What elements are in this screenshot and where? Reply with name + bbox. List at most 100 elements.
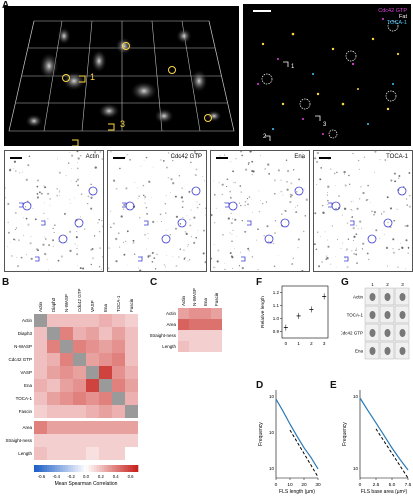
legend-fat: Fat bbox=[399, 14, 407, 20]
panel-g-cell-blob bbox=[369, 329, 376, 337]
plot-e-fit-line bbox=[375, 428, 409, 479]
colorbar-segment bbox=[36, 465, 40, 472]
heat-c-cell bbox=[200, 330, 211, 341]
plot-f-ytick: 1.0 bbox=[273, 316, 280, 321]
panel-g-cell-blob bbox=[369, 293, 376, 301]
colorbar-segment bbox=[44, 465, 48, 472]
panel-a-fluorescence-svg bbox=[257, 18, 400, 141]
panel-a-3d-render: 1 2 3 bbox=[4, 6, 239, 146]
plot-f-ylabel: Relative length bbox=[260, 296, 266, 328]
thumb-title: Actin bbox=[85, 154, 99, 160]
heat-b-cell bbox=[125, 366, 138, 379]
heat-b-cell bbox=[99, 340, 112, 353]
heat-b-cell bbox=[125, 405, 138, 418]
plot-e-ytick: 10 bbox=[353, 466, 359, 471]
colorbar-segment bbox=[47, 465, 50, 472]
plot-d-ytick: 10 bbox=[269, 466, 275, 471]
colorbar-tick: -0.2 bbox=[67, 474, 75, 479]
heat-c-row-label: Straight-ness bbox=[150, 333, 177, 338]
heat-b-cell bbox=[99, 314, 112, 327]
heat-b-cell bbox=[112, 340, 125, 353]
channel-legend: Cdc42 GTP Fat TOCA-1 bbox=[378, 8, 407, 26]
legend-toca1: TOCA-1 bbox=[386, 20, 407, 26]
heat-b-cell bbox=[47, 379, 60, 392]
heat-b-row-label: Actin bbox=[22, 318, 33, 323]
heat-b-cell bbox=[73, 340, 86, 353]
thumb-scale-bar bbox=[113, 157, 125, 159]
heat-c-col-label: Actin bbox=[181, 295, 186, 306]
plot-f-ytick: 1.1 bbox=[273, 303, 280, 308]
heat-b-row-label: Ena bbox=[24, 383, 33, 388]
heat-c-cell bbox=[211, 341, 222, 352]
heat-b-cell bbox=[60, 353, 73, 366]
panel-label-f: F bbox=[256, 277, 263, 288]
heat-b-extra-cell bbox=[60, 421, 73, 434]
heat-b-col-label: Cdc42 GTP bbox=[77, 288, 82, 312]
thumb-title: Cdc42 GTP bbox=[170, 154, 202, 160]
heat-c-col-label: Ena bbox=[203, 297, 208, 306]
heat-b-extra-cell bbox=[99, 447, 112, 460]
plot-f-frame bbox=[281, 285, 329, 339]
heat-b-extra-cell bbox=[125, 421, 138, 434]
heat-b-cell bbox=[73, 405, 86, 418]
heat-b-cell bbox=[125, 379, 138, 392]
panel-g-col-label: 3 bbox=[401, 282, 404, 287]
heat-b-cell bbox=[34, 353, 47, 366]
thumb-image bbox=[314, 151, 412, 270]
plot-f-xtick: 2 bbox=[310, 341, 313, 346]
roi-label-3: 3 bbox=[120, 119, 126, 129]
heat-b-cell bbox=[73, 353, 86, 366]
colorbar-segment bbox=[125, 465, 128, 472]
thumb-3: Ena bbox=[210, 150, 310, 272]
heat-c-row-label: Length bbox=[162, 344, 176, 349]
heat-b-extra-cell bbox=[73, 421, 86, 434]
heat-b-extra-cell bbox=[73, 434, 86, 447]
colorbar-segment bbox=[70, 465, 74, 472]
thumb-4: TOCA-1 bbox=[313, 150, 413, 272]
colorbar-segment bbox=[52, 465, 56, 472]
colorbar-segment bbox=[135, 465, 139, 472]
heat-b-cell bbox=[112, 327, 125, 340]
heat-b-cell bbox=[99, 379, 112, 392]
thumb-image bbox=[5, 151, 103, 271]
heat-b-cell bbox=[47, 327, 60, 340]
plot-e-series-line bbox=[359, 397, 409, 471]
plot-d-ytick: 10 bbox=[269, 394, 275, 399]
colorbar-segment bbox=[41, 465, 45, 472]
heat-c-cell bbox=[178, 308, 189, 319]
heat-b-extra-cell bbox=[60, 447, 73, 460]
thumb-title: TOCA-1 bbox=[386, 154, 408, 160]
panel-a-fluorescence: Cdc42 GTP Fat TOCA-1 1 2 3 bbox=[243, 4, 411, 146]
legend-cdc42: Cdc42 GTP bbox=[378, 8, 407, 14]
roi-label-1: 1 bbox=[90, 72, 96, 82]
colorbar-segment bbox=[83, 465, 87, 472]
heat-c-cell bbox=[178, 330, 189, 341]
heat-c-cell bbox=[189, 341, 200, 352]
heat-b-col-label: Ena bbox=[103, 303, 108, 312]
panel-g-row-label: Actin bbox=[353, 295, 364, 300]
thumb-scale-bar bbox=[216, 157, 228, 159]
colorbar-tick: 0.6 bbox=[128, 474, 135, 479]
colorbar-segment bbox=[57, 465, 61, 472]
heat-b-col-label: Actin bbox=[38, 301, 43, 312]
panel-g-row-label: Cdc42 GTP bbox=[341, 331, 363, 336]
colorbar-segment bbox=[60, 465, 63, 472]
heat-b-cell bbox=[112, 353, 125, 366]
heat-b-col-label: TOCA-1 bbox=[116, 295, 121, 312]
heat-b-cell bbox=[34, 405, 47, 418]
panel-e-plot: 0 2.5 5.0 7.5 10 10 FLS base area (µm²) Frequen… bbox=[342, 390, 412, 495]
heat-b-cell bbox=[86, 314, 99, 327]
heat-b-cell bbox=[47, 392, 60, 405]
plot-e-ylabel: Frequency bbox=[342, 422, 348, 446]
heat-b-extra-cell bbox=[86, 434, 99, 447]
colorbar-segment bbox=[73, 465, 76, 472]
plot-e-ytick: 10 bbox=[353, 394, 359, 399]
plot-d-ytick: 10 bbox=[269, 430, 275, 435]
fluor-roi-label-3: 3 bbox=[323, 122, 327, 128]
fluor-roi-label-2: 2 bbox=[263, 134, 267, 140]
heat-b-cell bbox=[125, 353, 138, 366]
heat-b-cell bbox=[60, 379, 73, 392]
heat-b-cell bbox=[99, 353, 112, 366]
heat-c-cell bbox=[200, 308, 211, 319]
